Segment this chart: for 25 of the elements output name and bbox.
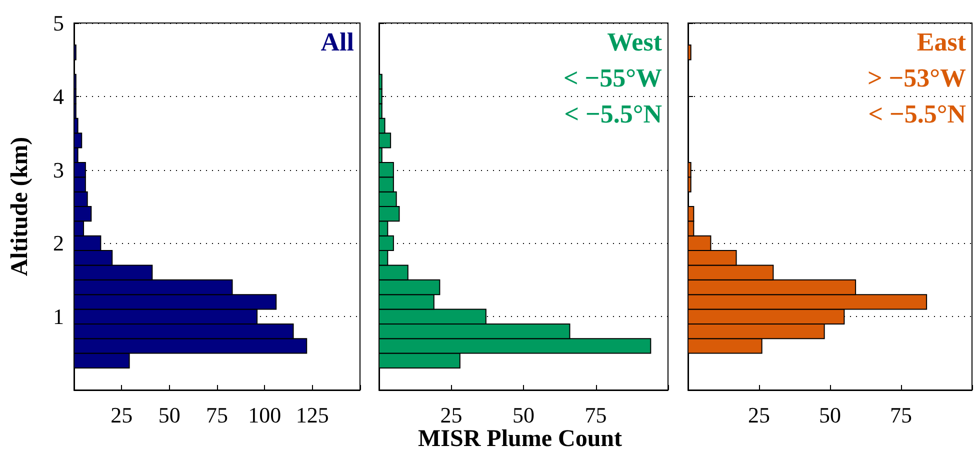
- x-tick-label: 100: [248, 402, 282, 428]
- x-tick-label: 75: [890, 402, 912, 428]
- annotation: < −55°W: [563, 64, 662, 92]
- x-tick-label: 50: [158, 402, 180, 428]
- y-tick-label: 5: [53, 10, 64, 36]
- x-tick-label: 25: [110, 402, 133, 428]
- x-tick-label: 50: [819, 402, 841, 428]
- x-tick-label: 75: [584, 402, 607, 428]
- x-tick-label: 125: [296, 402, 329, 428]
- x-tick-label: 25: [748, 402, 770, 428]
- annotation: > −53°W: [867, 64, 966, 92]
- y-tick-label: 4: [53, 84, 64, 109]
- annotation: < −5.5°N: [564, 100, 662, 128]
- annotation: < −5.5°N: [868, 100, 966, 128]
- chart-title: East: [916, 28, 966, 56]
- y-axis-title: Altitude (km): [7, 136, 33, 276]
- chart-title: All: [320, 28, 354, 56]
- x-tick-label: 25: [440, 402, 462, 428]
- x-tick-label: 75: [206, 402, 228, 428]
- x-tick-label: 50: [512, 402, 534, 428]
- chart-title: West: [607, 28, 662, 56]
- y-tick-label: 2: [53, 230, 64, 256]
- x-axis-title: MISR Plume Count: [418, 426, 622, 452]
- y-tick-label: 3: [53, 157, 64, 182]
- y-tick-label: 1: [53, 304, 64, 330]
